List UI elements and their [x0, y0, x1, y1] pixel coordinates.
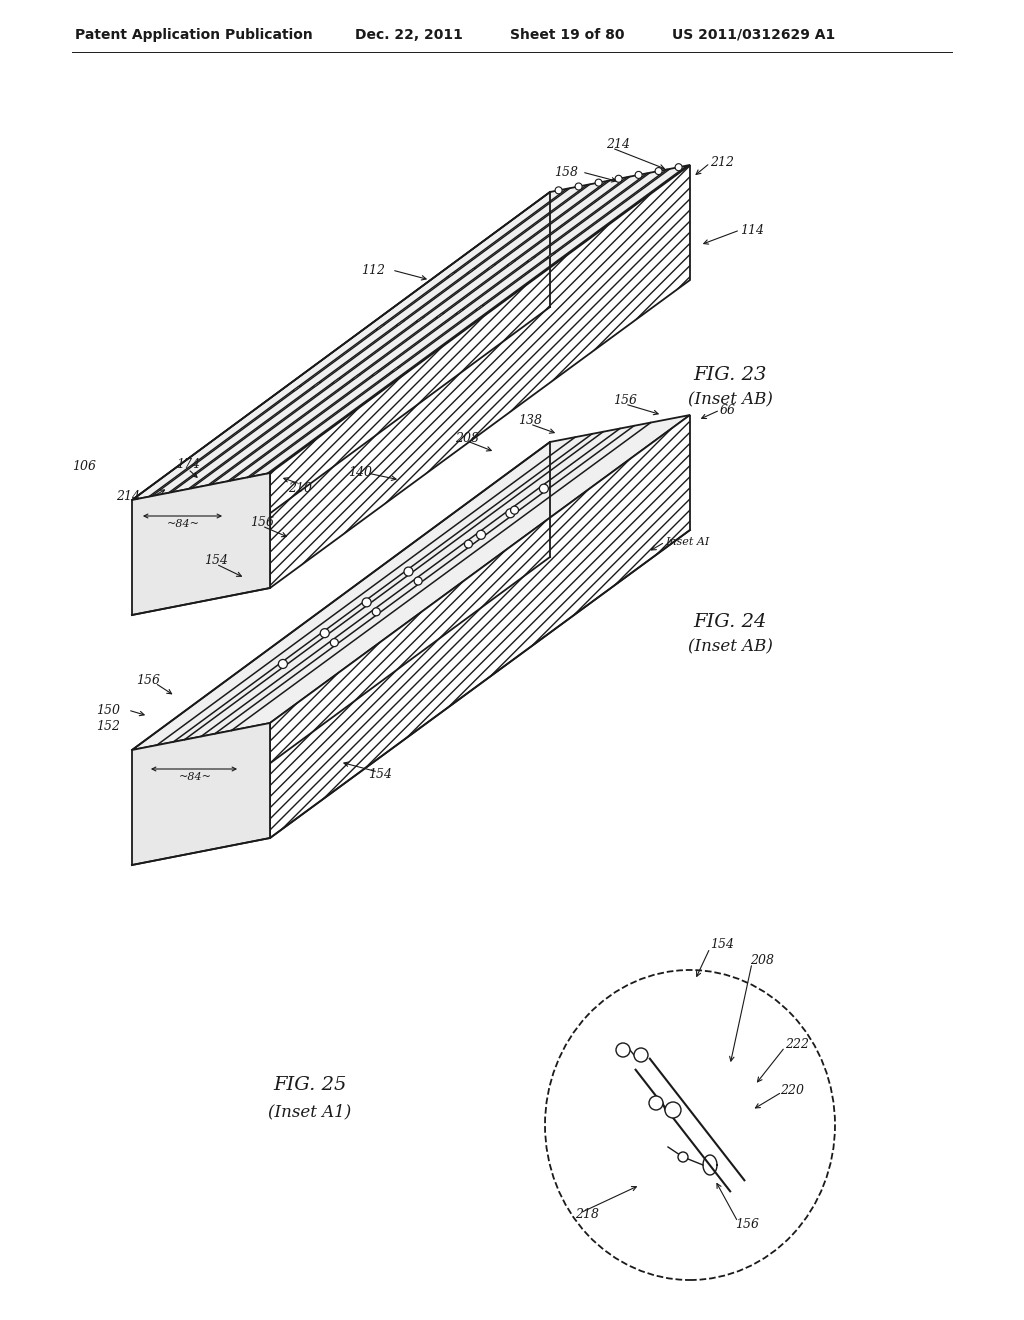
Polygon shape [446, 272, 456, 277]
Text: 214: 214 [116, 491, 140, 503]
Polygon shape [526, 256, 536, 261]
Polygon shape [332, 379, 341, 384]
Circle shape [321, 628, 330, 638]
Text: 212: 212 [710, 157, 734, 169]
Text: 210: 210 [288, 482, 312, 495]
Text: (Inset AB): (Inset AB) [687, 392, 772, 408]
Circle shape [649, 1096, 663, 1110]
Polygon shape [132, 473, 270, 615]
Text: Dec. 22, 2011: Dec. 22, 2011 [355, 28, 463, 42]
Text: 208: 208 [750, 953, 774, 966]
Text: 214: 214 [606, 139, 630, 152]
Text: 222: 222 [785, 1039, 809, 1052]
Circle shape [465, 540, 472, 548]
Polygon shape [455, 309, 465, 314]
Text: Patent Application Publication: Patent Application Publication [75, 28, 312, 42]
Circle shape [616, 1043, 630, 1057]
Circle shape [575, 183, 582, 190]
Text: 66: 66 [720, 404, 736, 417]
Circle shape [635, 172, 642, 178]
Text: ~84~: ~84~ [167, 519, 200, 529]
Text: 138: 138 [518, 413, 542, 426]
Text: FIG. 25: FIG. 25 [273, 1076, 347, 1094]
Text: 140: 140 [348, 466, 372, 479]
Circle shape [511, 506, 518, 515]
Text: US 2011/0312629 A1: US 2011/0312629 A1 [672, 28, 836, 42]
Polygon shape [416, 317, 425, 322]
Polygon shape [507, 260, 516, 265]
Text: ~84~: ~84~ [178, 772, 212, 781]
Circle shape [476, 531, 485, 540]
Circle shape [665, 1102, 681, 1118]
Text: 154: 154 [368, 768, 392, 781]
Circle shape [540, 484, 549, 494]
Text: 156: 156 [613, 393, 637, 407]
Text: 106: 106 [72, 459, 96, 473]
Polygon shape [391, 367, 400, 372]
Text: 154: 154 [710, 939, 734, 952]
Circle shape [404, 568, 413, 576]
Polygon shape [132, 414, 690, 750]
Circle shape [615, 176, 623, 182]
Polygon shape [292, 385, 301, 391]
Text: 156: 156 [735, 1218, 759, 1232]
Circle shape [634, 1048, 648, 1063]
Polygon shape [395, 321, 404, 326]
Polygon shape [371, 371, 381, 376]
Polygon shape [132, 723, 270, 865]
Circle shape [506, 508, 515, 517]
Text: 218: 218 [575, 1209, 599, 1221]
Polygon shape [132, 165, 690, 500]
Polygon shape [311, 381, 322, 388]
Text: 114: 114 [740, 223, 764, 236]
Text: 154: 154 [204, 553, 228, 566]
Text: 156: 156 [136, 673, 160, 686]
Polygon shape [351, 375, 360, 380]
Circle shape [279, 660, 288, 668]
Polygon shape [486, 264, 496, 269]
Polygon shape [546, 252, 556, 257]
Polygon shape [270, 414, 690, 838]
Text: FIG. 23: FIG. 23 [693, 366, 767, 384]
Text: 112: 112 [361, 264, 385, 276]
Text: 158: 158 [554, 165, 578, 178]
Circle shape [675, 164, 682, 170]
Circle shape [373, 607, 380, 616]
Polygon shape [270, 165, 690, 587]
Circle shape [678, 1152, 688, 1162]
Text: 150: 150 [96, 704, 120, 717]
Text: (Inset AB): (Inset AB) [687, 639, 772, 656]
Text: 174: 174 [176, 458, 200, 471]
Text: Inset AI: Inset AI [665, 537, 710, 546]
Text: Sheet 19 of 80: Sheet 19 of 80 [510, 28, 625, 42]
Polygon shape [376, 325, 385, 330]
Circle shape [595, 180, 602, 186]
Polygon shape [435, 313, 444, 318]
Text: 208: 208 [455, 432, 479, 445]
Text: 156: 156 [250, 516, 274, 528]
Circle shape [331, 639, 338, 647]
Circle shape [655, 168, 663, 174]
Text: 220: 220 [780, 1084, 804, 1097]
Polygon shape [467, 268, 476, 273]
Text: FIG. 24: FIG. 24 [693, 612, 767, 631]
Circle shape [414, 577, 422, 585]
Circle shape [555, 187, 562, 194]
Text: 152: 152 [96, 721, 120, 734]
Polygon shape [475, 305, 484, 310]
Text: (Inset A1): (Inset A1) [268, 1104, 351, 1121]
Circle shape [362, 598, 371, 607]
